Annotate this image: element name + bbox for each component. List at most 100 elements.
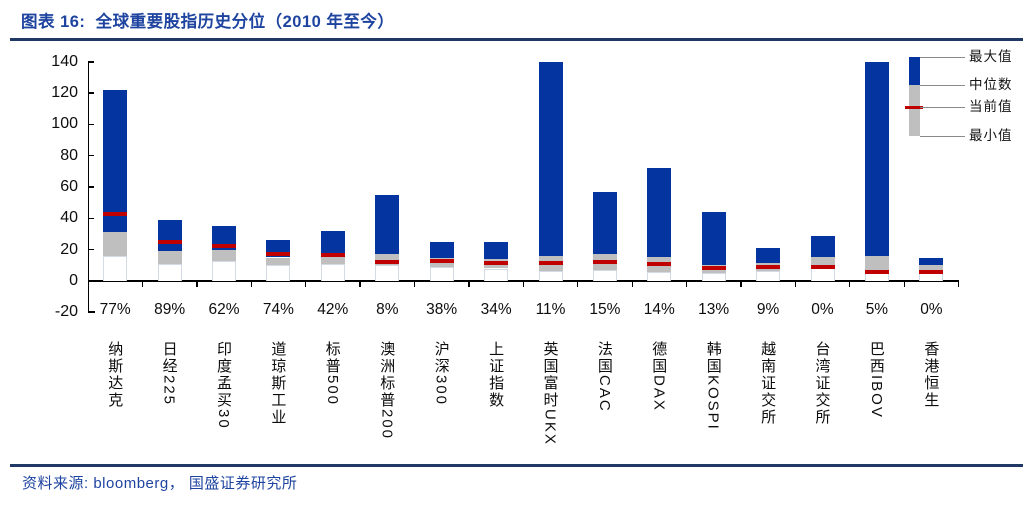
percentile-label: 11%	[535, 301, 566, 318]
current-value-marker	[266, 252, 291, 257]
y-axis-tick	[87, 61, 94, 63]
current-value-marker	[592, 260, 617, 265]
category-label: 上证指数	[487, 341, 505, 409]
category-label: 日经225	[160, 341, 178, 407]
percentile-label: 13%	[698, 301, 730, 318]
bar-segment-min-to-median	[157, 251, 182, 264]
y-axis-label: 100	[51, 115, 78, 133]
y-axis-tick	[87, 217, 94, 220]
y-axis-label: -20	[54, 303, 78, 321]
legend-item-label: 当前值	[969, 99, 1013, 115]
footer-divider	[10, 464, 1023, 467]
current-value-marker	[429, 259, 454, 264]
current-value-marker	[538, 261, 563, 265]
x-axis-tick	[141, 282, 144, 287]
x-axis-tick	[413, 282, 416, 287]
x-axis-tick	[468, 282, 470, 287]
percentile-label: 74%	[262, 301, 294, 318]
y-axis-foot	[87, 311, 95, 313]
bar-segment-median-to-max	[592, 191, 617, 255]
x-axis-tick	[577, 282, 579, 287]
current-value-marker	[919, 270, 944, 275]
x-axis-tick	[794, 282, 797, 287]
bar-segment-base-spacer	[647, 271, 672, 281]
bar-segment-min-to-median	[212, 249, 236, 261]
y-axis-line	[87, 61, 90, 313]
percentile-label: 8%	[376, 301, 399, 318]
bar-segment-base-spacer	[756, 270, 781, 281]
percentile-label: 89%	[154, 301, 186, 318]
y-axis-tick	[87, 248, 94, 251]
bar-segment-median-to-max	[375, 194, 400, 255]
category-label: 法国CAC	[595, 341, 613, 413]
bar-segment-min-to-median	[810, 256, 835, 267]
bar-segment-base-spacer	[484, 268, 509, 281]
x-axis-tick	[849, 282, 851, 287]
percentile-label: 15%	[589, 301, 621, 318]
bar-segment-median-to-max	[320, 230, 345, 255]
x-axis-tick	[903, 282, 905, 287]
legend-item-label: 最小值	[969, 127, 1013, 143]
bar-segment-median-to-max	[429, 241, 454, 259]
percentile-label: 62%	[208, 301, 240, 318]
percentile-label: 77%	[99, 301, 131, 318]
category-label: 道琼斯工业	[269, 341, 287, 426]
current-value-marker	[320, 253, 345, 258]
bar-segment-median-to-max	[810, 235, 835, 257]
current-value-marker	[157, 239, 182, 244]
x-axis-tick	[359, 282, 361, 287]
bar-segment-median-to-max	[756, 248, 781, 263]
percentile-label: 9%	[756, 301, 780, 318]
category-label: 台湾证交所	[813, 341, 831, 426]
category-label: 标普500	[323, 341, 341, 407]
bar-segment-median-to-max	[103, 89, 128, 233]
legend-item-label: 最大值	[969, 49, 1013, 64]
bar-segment-base-spacer	[266, 265, 291, 281]
bar-segment-median-to-max	[701, 212, 726, 266]
x-axis-tick	[522, 282, 525, 287]
bar-segment-min-to-median	[266, 257, 291, 266]
category-label: 香港恒生	[922, 341, 940, 409]
percentile-label: 42%	[317, 301, 349, 318]
x-axis-tick	[740, 282, 742, 287]
bar-segment-min-to-median	[103, 232, 128, 256]
x-axis-line	[87, 280, 959, 283]
bar-segment-base-spacer	[538, 270, 563, 281]
bar-segment-min-to-median	[864, 255, 889, 273]
y-axis-tick	[87, 92, 94, 94]
percentile-label: 34%	[480, 301, 512, 318]
category-label: 印度孟买30	[215, 341, 232, 430]
current-value-marker	[103, 211, 128, 216]
bar-segment-median-to-max	[538, 61, 563, 256]
legend-connector-line	[920, 57, 965, 58]
y-axis-label: 40	[60, 209, 78, 227]
chart-title: 图表 16: 全球重要股指历史分位（2010 年至今）	[21, 13, 395, 31]
category-label: 韩国KOSPI	[704, 341, 722, 431]
legend-sample-current-marker	[905, 105, 923, 110]
title-divider	[10, 38, 1023, 41]
legend-sample-mid-segment	[909, 84, 920, 136]
bar-segment-min-to-median	[919, 265, 944, 273]
category-label: 巴西IBOV	[867, 341, 885, 419]
bar-segment-min-to-median	[320, 254, 345, 264]
x-axis-tick	[958, 282, 960, 287]
bar-segment-base-spacer	[429, 266, 454, 281]
legend-connector-line	[920, 135, 965, 137]
x-axis-tick	[250, 282, 252, 287]
legend-item-label: 中位数	[969, 76, 1013, 92]
legend-sample-max-segment	[909, 57, 920, 85]
percentile-label: 5%	[865, 301, 889, 318]
category-label: 澳洲标普200	[378, 341, 396, 441]
current-value-marker	[647, 261, 672, 266]
category-label: 德国DAX	[650, 341, 668, 412]
percentile-label: 14%	[643, 301, 675, 318]
legend-connector-line	[920, 84, 965, 86]
current-value-marker	[756, 265, 781, 270]
bar-segment-median-to-max	[157, 219, 182, 252]
bar-segment-median-to-max	[484, 241, 509, 259]
y-axis-label: 120	[51, 84, 78, 101]
current-value-marker	[810, 264, 835, 269]
